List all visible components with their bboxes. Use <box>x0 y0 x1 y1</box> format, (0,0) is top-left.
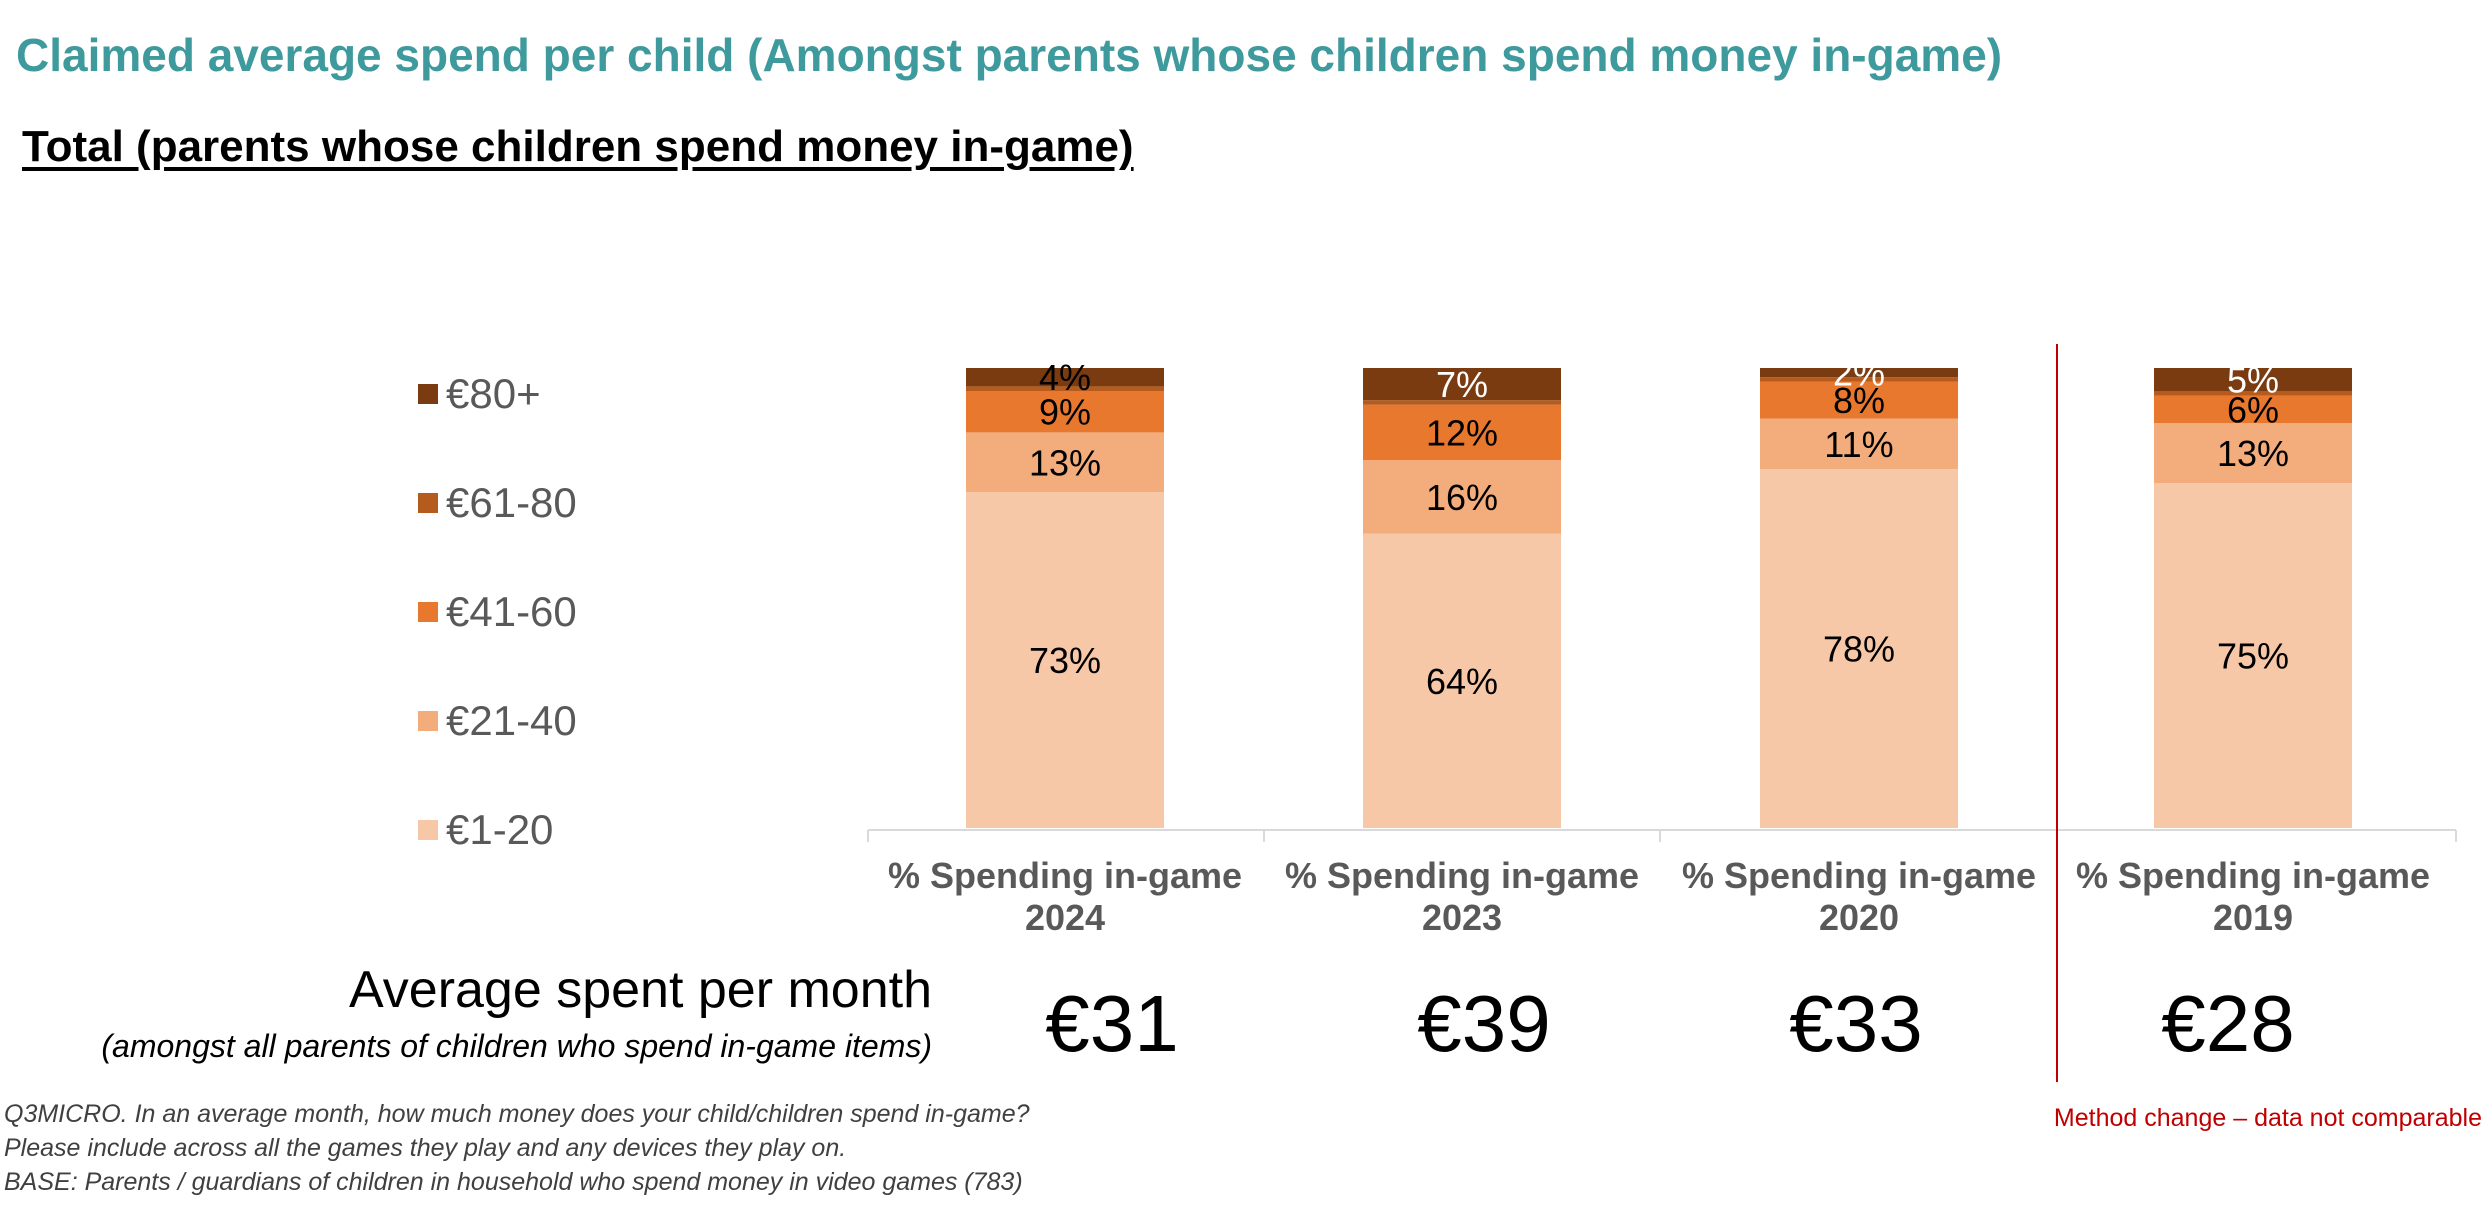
x-tick-label: 2023 <box>1422 897 1502 938</box>
bar-segment--61-80-2 <box>1760 377 1958 382</box>
data-label: 78% <box>1823 629 1895 670</box>
data-label: 8% <box>1833 380 1885 421</box>
legend-item-1-20: €1-20 <box>418 806 553 854</box>
legend-label: €21-40 <box>446 697 577 744</box>
data-label: 13% <box>2217 433 2289 474</box>
data-label: 13% <box>1029 442 1101 483</box>
x-tick-label: % Spending in-game <box>888 855 1242 896</box>
bar-segment--80--1 <box>1363 368 1561 401</box>
x-tick-label: % Spending in-game <box>2076 855 2430 896</box>
legend-label: €1-20 <box>446 806 554 853</box>
x-tick-label: % Spending in-game <box>1682 855 2036 896</box>
bar-segment--61-80-0 <box>966 386 1164 391</box>
data-label: 64% <box>1426 661 1498 702</box>
legend-swatch <box>418 820 438 840</box>
data-label: 11% <box>1824 424 1893 465</box>
bar-segment--41-60-0 <box>966 391 1164 433</box>
chart-subtitle: Total (parents whose children spend mone… <box>22 122 1134 171</box>
bar-segment--41-60-2 <box>1760 381 1958 419</box>
legend-swatch <box>418 384 438 404</box>
average-value-2023: €39 <box>1417 979 1551 1068</box>
legend-item-61-80: €61-80 <box>418 479 577 527</box>
average-value-2024: €31 <box>1045 979 1179 1068</box>
x-tick-label: 2024 <box>1025 897 1105 938</box>
data-label: 2% <box>1833 353 1885 394</box>
legend-item-41-60: €41-60 <box>418 588 577 636</box>
bar-segment--21-40-2 <box>1760 418 1958 470</box>
legend-item-80-plus: €80+ <box>418 370 541 418</box>
legend-item-21-40: €21-40 <box>418 697 577 745</box>
average-subtitle: (amongst all parents of children who spe… <box>101 1028 932 1064</box>
data-label: 12% <box>1426 412 1498 453</box>
bar-segment--21-40-3 <box>2154 423 2352 483</box>
bar-segment--80--2 <box>1760 368 1958 378</box>
bar-segment--61-80-1 <box>1363 400 1561 405</box>
footnote-instruction: Please include across all the games they… <box>4 1134 847 1162</box>
x-tick-label: 2020 <box>1819 897 1899 938</box>
footnote-question: Q3MICRO. In an average month, how much m… <box>4 1100 1030 1128</box>
bar-segment--21-40-1 <box>1363 460 1561 534</box>
data-label: 5% <box>2227 360 2279 401</box>
bar-segment--1-20-2 <box>1760 469 1958 828</box>
bar-segment--1-20-0 <box>966 492 1164 828</box>
bar-segment--1-20-3 <box>2154 483 2352 828</box>
data-label: 7% <box>1436 364 1488 405</box>
legend-swatch <box>418 711 438 731</box>
legend-swatch <box>418 493 438 513</box>
data-label: 75% <box>2217 636 2289 677</box>
footnote-base: BASE: Parents / guardians of children in… <box>4 1168 1023 1196</box>
data-label: 73% <box>1029 640 1101 681</box>
legend-label: €41-60 <box>446 588 577 635</box>
bar-segment--41-60-3 <box>2154 395 2352 424</box>
average-title: Average spent per month <box>349 961 932 1019</box>
data-label: 16% <box>1426 477 1498 518</box>
data-label: 6% <box>2227 389 2279 430</box>
average-value-2020: €33 <box>1789 979 1923 1068</box>
data-label: 9% <box>1039 392 1091 433</box>
bar-segment--41-60-1 <box>1363 404 1561 460</box>
average-value-2019: €28 <box>2161 979 2295 1068</box>
bar-segment--80--0 <box>966 368 1164 387</box>
legend-label: €80+ <box>446 370 541 417</box>
bar-segment--61-80-3 <box>2154 391 2352 396</box>
bar-segment--1-20-1 <box>1363 533 1561 828</box>
legend-swatch <box>418 602 438 622</box>
method-change-note: Method change – data not comparable <box>2053 1104 2482 1132</box>
legend-label: €61-80 <box>446 479 577 526</box>
x-tick-label: 2019 <box>2213 897 2293 938</box>
bar-segment--21-40-0 <box>966 432 1164 493</box>
x-tick-label: % Spending in-game <box>1285 855 1639 896</box>
data-label: 4% <box>1039 357 1091 398</box>
chart-title: Claimed average spend per child (Amongst… <box>16 29 2003 81</box>
bar-segment--80--3 <box>2154 368 2352 391</box>
